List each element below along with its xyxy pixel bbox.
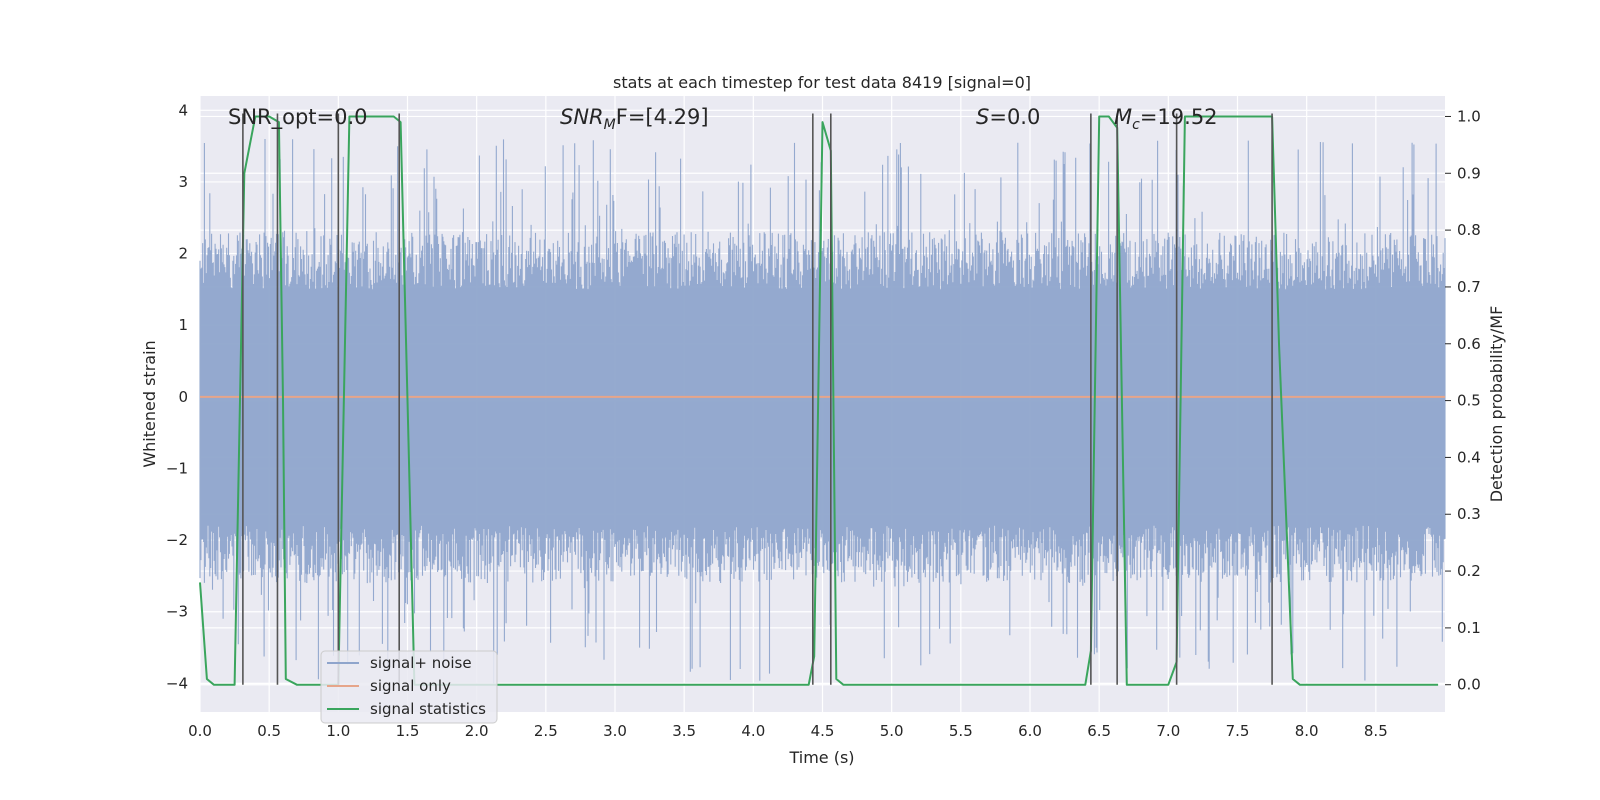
annotation-snr-mf: SNRMF=[4.29]	[560, 105, 709, 133]
s-italic: S	[976, 105, 989, 129]
y2-tick-label: 0.8	[1457, 221, 1481, 239]
y-tick-label: 3	[178, 173, 188, 191]
x-tick-label: 2.0	[465, 722, 489, 740]
x-tick-label: 6.0	[1018, 722, 1042, 740]
y2-tick-label: 0.7	[1457, 278, 1481, 296]
y-tick-label: 1	[178, 316, 188, 334]
legend: signal+ noise signal only signal statist…	[320, 650, 498, 724]
legend-label-signal: signal only	[370, 677, 451, 695]
annotation-s: S=0.0	[976, 105, 1040, 129]
x-tick-label: 0.0	[188, 722, 212, 740]
y2-tick-label: 0.9	[1457, 164, 1481, 182]
mc-sub: c	[1132, 117, 1140, 133]
y2-tick-label: 0.0	[1457, 676, 1481, 694]
x-tick-label: 5.5	[949, 722, 973, 740]
x-tick-label: 1.5	[396, 722, 420, 740]
x-tick-label: 5.0	[880, 722, 904, 740]
snr-mf-rest: F=[4.29]	[616, 105, 709, 129]
annotation-mc: Mc=19.52	[1114, 105, 1218, 133]
x-tick-label: 7.0	[1156, 722, 1180, 740]
x-tick-labels: 0.0 0.5 1.0 1.5 2.0 2.5 3.0 3.5 4.0 4.5 5.0 5.5 6.0 6…	[188, 722, 1388, 740]
y-tick-label: −2	[166, 531, 188, 549]
snr-mf-sub: M	[604, 117, 616, 133]
y2-tick-label: 1.0	[1457, 107, 1481, 125]
y-axis-label: Whitened strain	[140, 340, 159, 467]
mc-rest: =19.52	[1140, 105, 1218, 129]
y2-tick-label: 0.3	[1457, 505, 1481, 523]
y2-tick-labels: 1.0 0.9 0.8 0.7 0.6 0.5 0.4 0.3 0.2 0.1 0.0	[1445, 107, 1481, 694]
y-tick-label: −1	[166, 459, 188, 477]
signal-statistics-line	[199, 115, 1439, 686]
legend-label-stats: signal statistics	[370, 700, 486, 718]
y2-tick-label: 0.5	[1457, 392, 1481, 410]
y2-tick-label: 0.1	[1457, 619, 1481, 637]
y-tick-label: 4	[178, 101, 188, 119]
y-tick-label: 0	[178, 388, 188, 406]
annotation-snr-opt: SNR_opt=0.0	[228, 105, 368, 130]
y-tick-label: −4	[166, 674, 188, 692]
signal-statistics-series	[199, 115, 1439, 686]
x-tick-label: 2.5	[534, 722, 558, 740]
legend-label-noise: signal+ noise	[370, 654, 472, 672]
x-tick-label: 7.5	[1226, 722, 1250, 740]
x-tick-label: 3.0	[603, 722, 627, 740]
x-tick-label: 8.5	[1364, 722, 1388, 740]
y2-tick-label: 0.6	[1457, 335, 1481, 353]
y2-axis-label: Detection probability/MF	[1487, 306, 1506, 503]
s-rest: =0.0	[989, 105, 1040, 129]
mc-italic: M	[1114, 105, 1132, 129]
x-tick-label: 4.5	[811, 722, 835, 740]
legend-box	[320, 650, 498, 724]
y-tick-label: 2	[178, 245, 188, 263]
x-tick-label: 6.5	[1087, 722, 1111, 740]
y-tick-labels: 4 3 2 1 0 −1 −2 −3 −4	[166, 101, 188, 692]
y2-tick-label: 0.2	[1457, 562, 1481, 580]
x-tick-label: 1.0	[326, 722, 350, 740]
x-tick-label: 3.5	[672, 722, 696, 740]
vertical-markers	[242, 113, 1273, 685]
y-tick-label: −3	[166, 603, 188, 621]
x-tick-label: 4.0	[741, 722, 765, 740]
chart-title: stats at each timestep for test data 841…	[613, 73, 1031, 92]
x-tick-label: 0.5	[257, 722, 281, 740]
x-axis-label: Time (s)	[788, 748, 854, 767]
snr-mf-italic: SNR	[560, 105, 604, 129]
y2-tick-label: 0.4	[1457, 448, 1481, 466]
x-tick-label: 8.0	[1295, 722, 1319, 740]
